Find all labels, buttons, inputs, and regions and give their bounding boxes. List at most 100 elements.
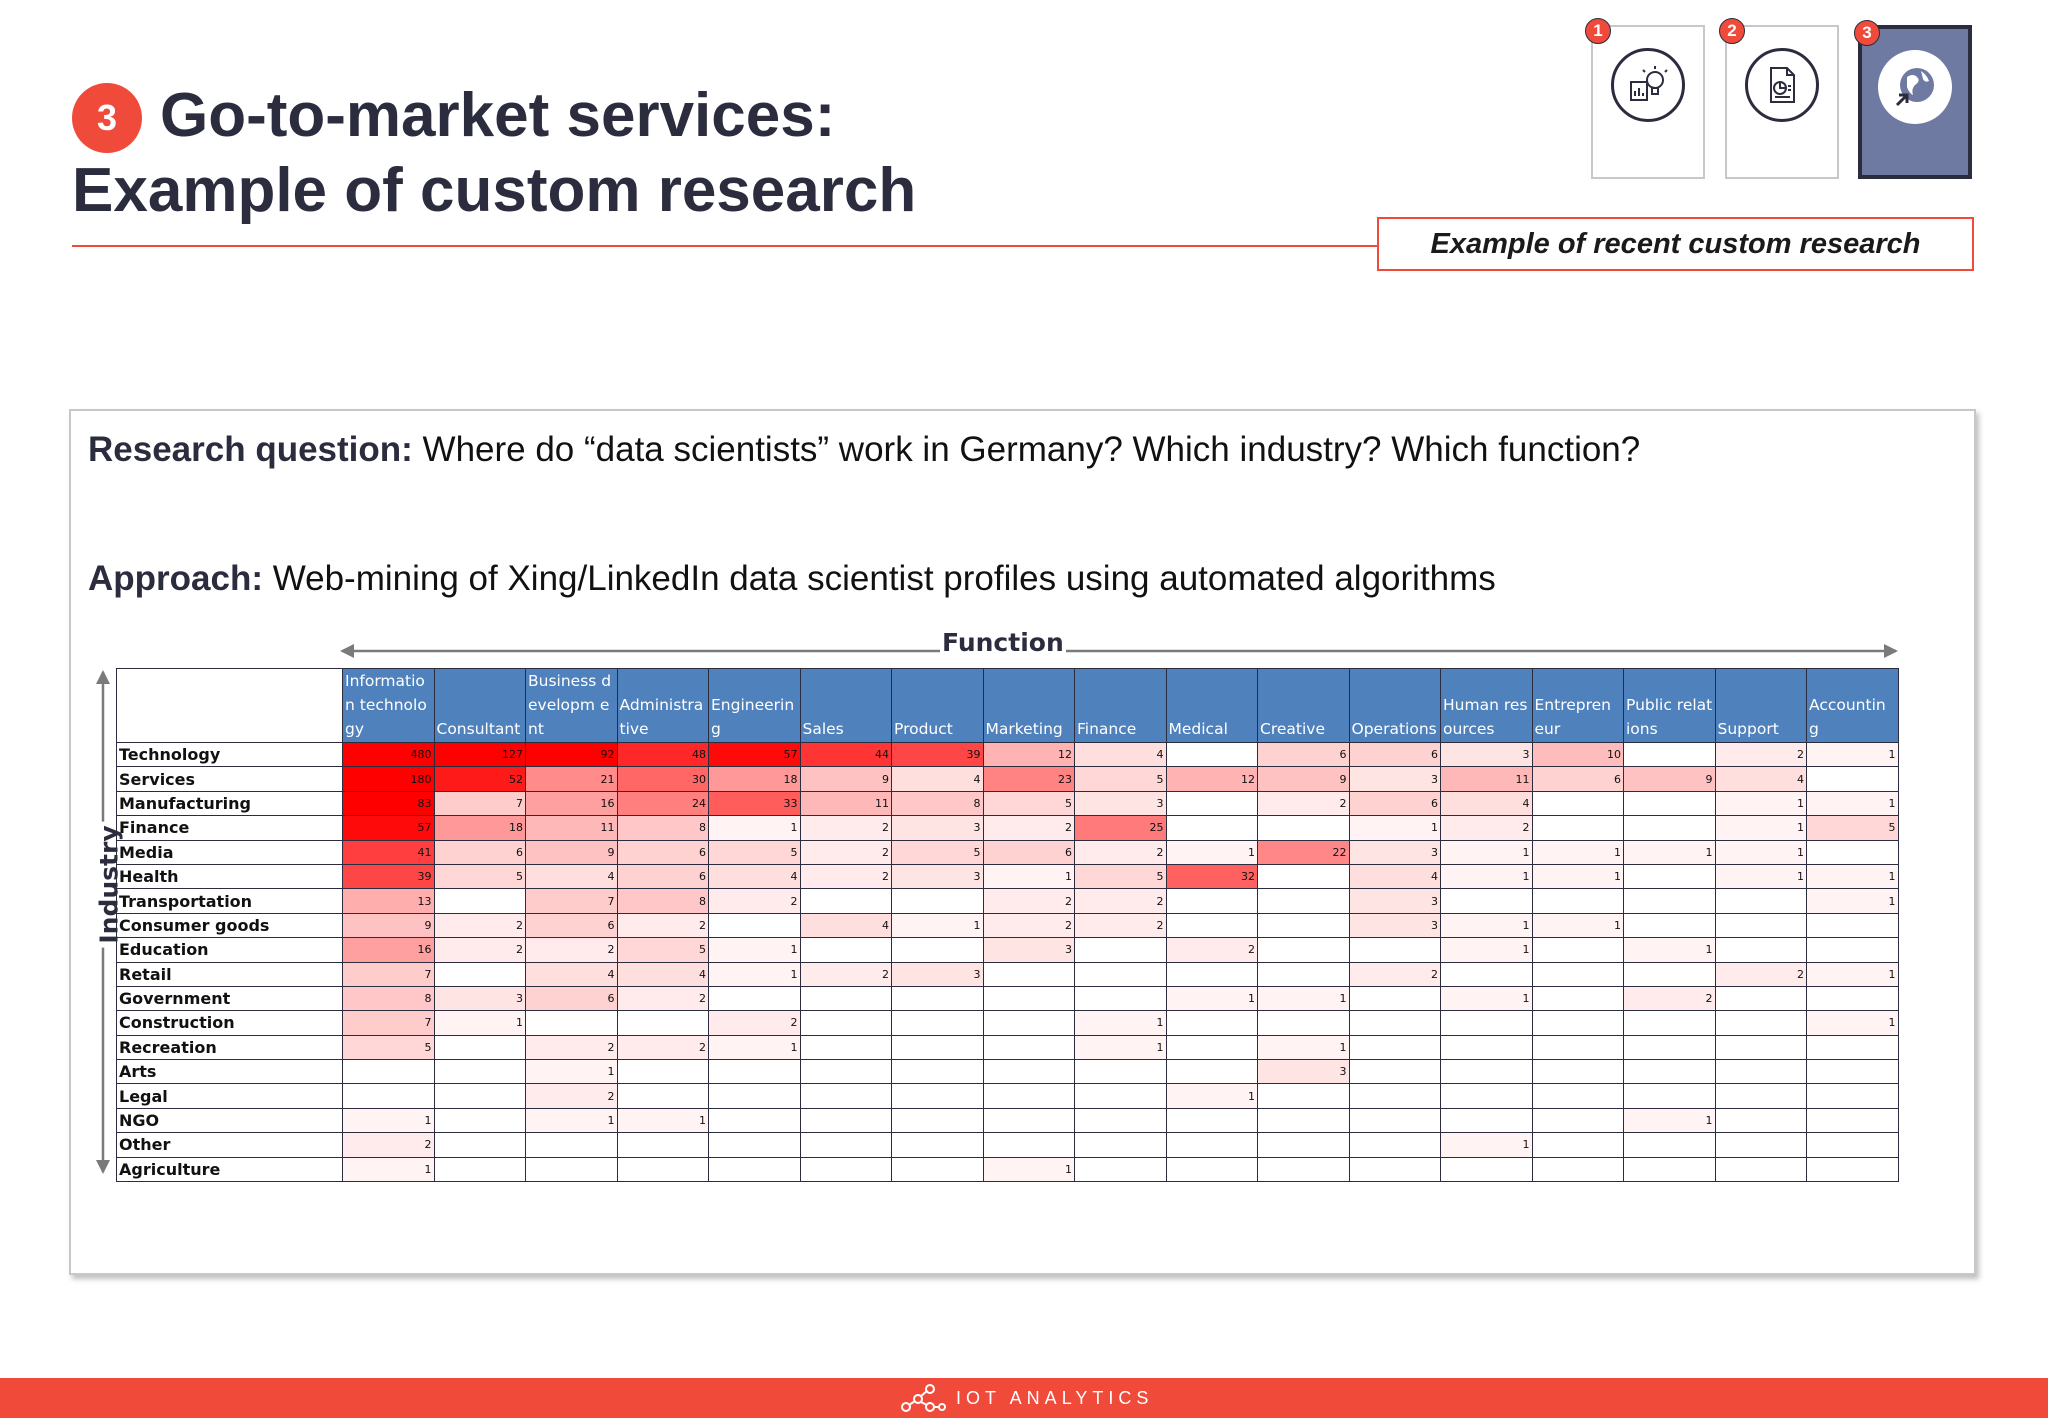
heatmap-cell <box>1348 1156 1441 1183</box>
column-header: Creative <box>1257 668 1350 743</box>
heatmap-cell: 24 <box>616 790 709 817</box>
heatmap-cell: 1 <box>1440 937 1533 963</box>
heatmap-cell: 1 <box>342 1156 435 1183</box>
step-card-2[interactable]: 2 <box>1719 18 1839 179</box>
table-row: Manufacturing 83 7 16 24 33 11 8 5 3 2 6 4 1 1 <box>116 790 1899 817</box>
globe-arrow-icon <box>1895 68 1934 107</box>
heatmap-cell <box>525 1132 618 1158</box>
heatmap-cell: 4 <box>525 863 618 890</box>
table-row: Education 16 2 2 5 1 3 2 1 1 <box>116 937 1899 963</box>
heatmap-cell: 1 <box>525 1107 618 1134</box>
heatmap-cell <box>1257 1132 1350 1158</box>
heatmap-cell <box>982 1059 1075 1085</box>
heatmap-cell: 5 <box>982 790 1075 817</box>
row-label: Finance <box>116 815 343 841</box>
step-circle <box>1611 48 1685 122</box>
heatmap-cell: 18 <box>433 815 526 841</box>
row-label: Agriculture <box>116 1156 343 1183</box>
heatmap-cell <box>1165 888 1258 914</box>
heatmap-cell <box>1714 1107 1807 1134</box>
column-header: Accountin g <box>1806 668 1899 743</box>
heatmap-cell: 32 <box>1165 863 1258 890</box>
heatmap-cell: 9 <box>799 766 892 792</box>
heatmap-cell: 1 <box>1074 1010 1167 1036</box>
heatmap-cell <box>1257 1156 1350 1183</box>
heatmap-cell: 1 <box>1440 912 1533 939</box>
row-label: Education <box>116 937 343 963</box>
heatmap-cell: 8 <box>891 790 984 817</box>
heatmap-cell <box>1531 961 1624 987</box>
heatmap-cell: 16 <box>525 790 618 817</box>
heatmap-cell: 4 <box>1714 766 1807 792</box>
heatmap-cell <box>342 1083 435 1109</box>
heatmap-cell: 1 <box>1623 1107 1716 1134</box>
row-label: Legal <box>116 1083 343 1109</box>
heatmap-cell <box>708 1132 801 1158</box>
heatmap-cell: 2 <box>1714 961 1807 987</box>
heatmap-cell: 2 <box>982 912 1075 939</box>
heatmap-cell: 12 <box>1165 766 1258 792</box>
heatmap-cell: 1 <box>1531 863 1624 890</box>
heatmap-cell <box>1531 1083 1624 1109</box>
heatmap-cell <box>891 937 984 963</box>
heatmap-cell: 1 <box>708 1034 801 1061</box>
heatmap-cell: 4 <box>1348 863 1441 890</box>
heatmap-cell <box>1348 1059 1441 1085</box>
row-label: Services <box>116 766 343 792</box>
heatmap-cell <box>1531 985 1624 1012</box>
column-header: Consultant <box>433 668 526 743</box>
heatmap-cell <box>1165 1132 1258 1158</box>
heatmap-cell <box>982 1132 1075 1158</box>
heatmap-cell <box>1348 985 1441 1012</box>
heatmap-cell <box>433 1059 526 1085</box>
heatmap-cell <box>708 1059 801 1085</box>
heatmap-cell <box>1623 1034 1716 1061</box>
heatmap-cell: 1 <box>708 815 801 841</box>
heatmap-cell: 2 <box>799 961 892 987</box>
heatmap-cell <box>891 1132 984 1158</box>
step-card-3[interactable]: 3 <box>1854 20 1972 179</box>
row-label: Media <box>116 839 343 865</box>
heatmap-cell <box>433 961 526 987</box>
heatmap-cell <box>1165 1059 1258 1085</box>
heatmap-cell: 1 <box>1348 815 1441 841</box>
heatmap-cell: 5 <box>1806 815 1899 841</box>
heatmap-cell: 1 <box>1806 863 1899 890</box>
heatmap-cell: 5 <box>433 863 526 890</box>
heatmap-cell <box>799 1010 892 1036</box>
heatmap-cell: 3 <box>891 815 984 841</box>
heatmap-cell: 3 <box>1257 1059 1350 1085</box>
heatmap-cell <box>525 1156 618 1183</box>
heatmap-cell: 1 <box>1806 888 1899 914</box>
heatmap-cell: 11 <box>1440 766 1533 792</box>
heatmap-cell: 3 <box>1348 912 1441 939</box>
approach-label: Approach: <box>88 559 263 598</box>
column-header: Sales <box>799 668 892 743</box>
heatmap-cell <box>1806 1132 1899 1158</box>
heatmap-cell: 3 <box>1348 766 1441 792</box>
heatmap-cell <box>891 1156 984 1183</box>
table-row: NGO 1 1 1 1 <box>116 1107 1899 1134</box>
heatmap-cell <box>1531 888 1624 914</box>
step-card-number: 3 <box>1854 20 1880 46</box>
column-header: Marketing <box>982 668 1075 743</box>
heatmap-cell <box>799 1107 892 1134</box>
heatmap-cell <box>708 1156 801 1183</box>
heatmap-cell <box>1806 1107 1899 1134</box>
heatmap-cell <box>1440 1107 1533 1134</box>
column-header: Business developm ent <box>525 668 618 743</box>
heatmap-cell <box>1531 1107 1624 1134</box>
heatmap-cell <box>799 1132 892 1158</box>
heatmap-cell: 2 <box>1714 741 1807 768</box>
heatmap-cell <box>1440 1083 1533 1109</box>
approach-text: Web-mining of Xing/LinkedIn data scienti… <box>263 559 1496 598</box>
column-header: Public relations <box>1623 668 1716 743</box>
heatmap-cell: 1 <box>1806 961 1899 987</box>
heatmap-cell: 2 <box>799 863 892 890</box>
heatmap-cell: 3 <box>891 863 984 890</box>
footer-logo: IOT ANALYTICS <box>900 1381 1153 1415</box>
heatmap-cell: 1 <box>1623 937 1716 963</box>
step-card-1[interactable]: 1 <box>1585 18 1705 179</box>
heatmap-cell: 2 <box>1074 912 1167 939</box>
heatmap-cell: 1 <box>982 1156 1075 1183</box>
